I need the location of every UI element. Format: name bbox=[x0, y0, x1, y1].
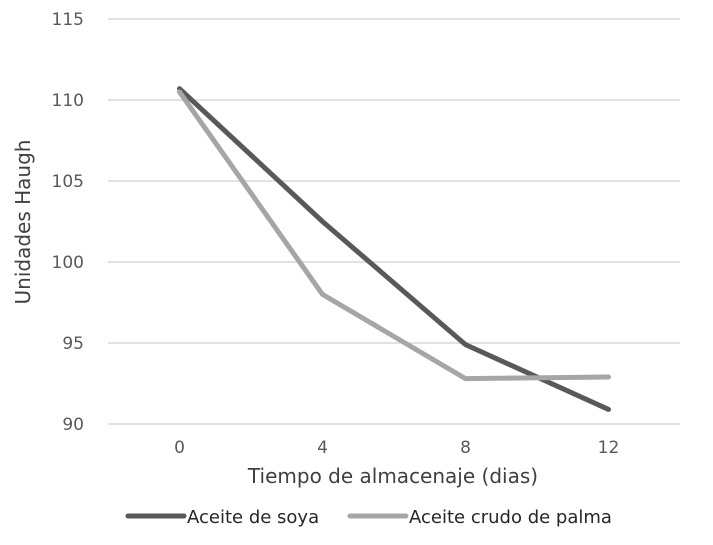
x-tick-label: 4 bbox=[317, 438, 328, 458]
x-tick-label: 12 bbox=[598, 438, 620, 458]
y-axis-title: Unidades Haugh bbox=[11, 140, 35, 305]
series-line-aceite-crudo-de-palma bbox=[177, 89, 611, 382]
y-tick-label: 100 bbox=[52, 253, 84, 273]
x-tick-label: 0 bbox=[174, 438, 185, 458]
legend-label: Aceite crudo de palma bbox=[409, 507, 612, 528]
series-lines bbox=[177, 86, 611, 412]
x-axis-ticks: 0 4 8 12 bbox=[174, 438, 619, 458]
series-line-aceite-de-soya bbox=[177, 86, 611, 412]
y-axis-ticks: 90 95 100 105 110 115 bbox=[52, 10, 84, 435]
legend: Aceite de soya Aceite crudo de palma bbox=[125, 507, 612, 528]
y-tick-label: 90 bbox=[62, 415, 84, 435]
legend-label: Aceite de soya bbox=[187, 507, 319, 528]
y-tick-label: 115 bbox=[52, 10, 84, 30]
gridlines bbox=[108, 18, 680, 425]
x-tick-label: 8 bbox=[460, 438, 471, 458]
y-tick-label: 105 bbox=[52, 172, 84, 192]
y-tick-label: 95 bbox=[62, 334, 84, 354]
y-tick-label: 110 bbox=[52, 91, 84, 111]
x-axis-title: Tiempo de almacenaje (dias) bbox=[247, 464, 538, 488]
